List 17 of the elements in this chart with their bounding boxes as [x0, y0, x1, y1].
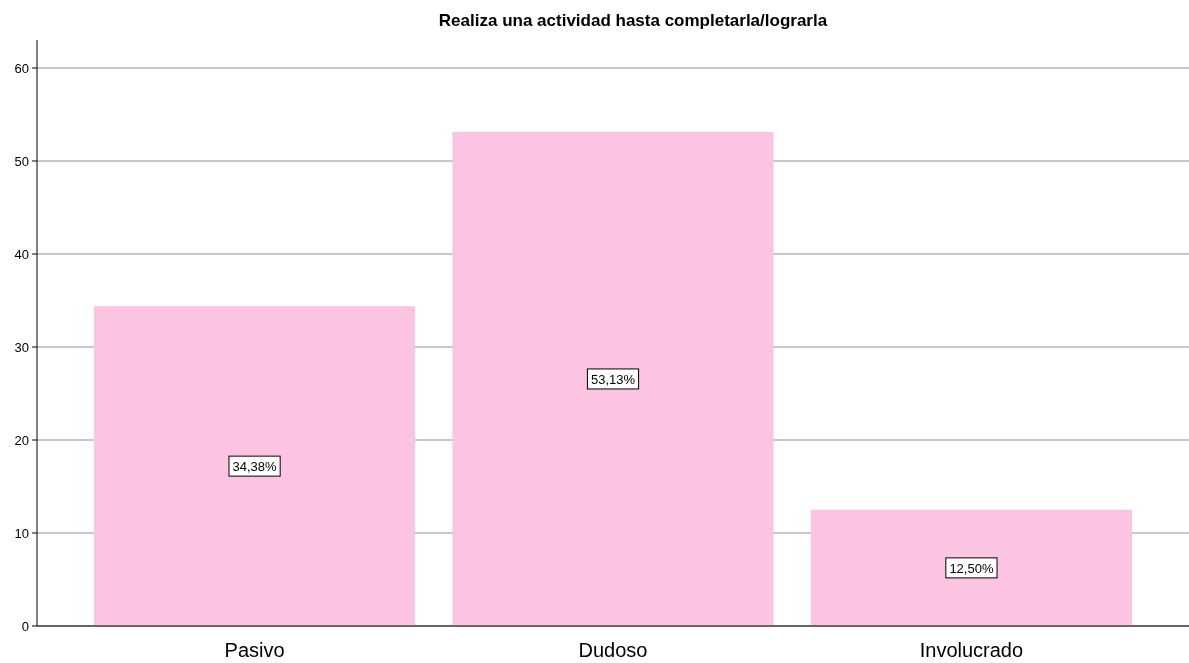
- y-tick-label: 20: [14, 433, 29, 448]
- bar: [810, 509, 1132, 626]
- x-tick-label: Pasivo: [224, 639, 285, 661]
- data-label: 53,13%: [590, 371, 636, 387]
- y-tick-label: 40: [14, 247, 29, 262]
- chart-title: Realiza una actividad hasta completarla/lograrla: [438, 11, 828, 30]
- y-tick-label: 30: [14, 340, 29, 355]
- y-tick-label: 0: [21, 619, 29, 634]
- bar: [94, 306, 416, 626]
- data-label: 12,50%: [949, 560, 994, 576]
- x-tick-label: Involucrado: [919, 639, 1024, 661]
- y-tick-label: 10: [14, 526, 29, 541]
- x-tick-label: Dudoso: [578, 639, 648, 661]
- y-tick-label: 60: [14, 61, 29, 76]
- bar: [452, 131, 774, 626]
- y-tick-label: 50: [14, 154, 29, 169]
- data-label: 34,38%: [232, 459, 278, 475]
